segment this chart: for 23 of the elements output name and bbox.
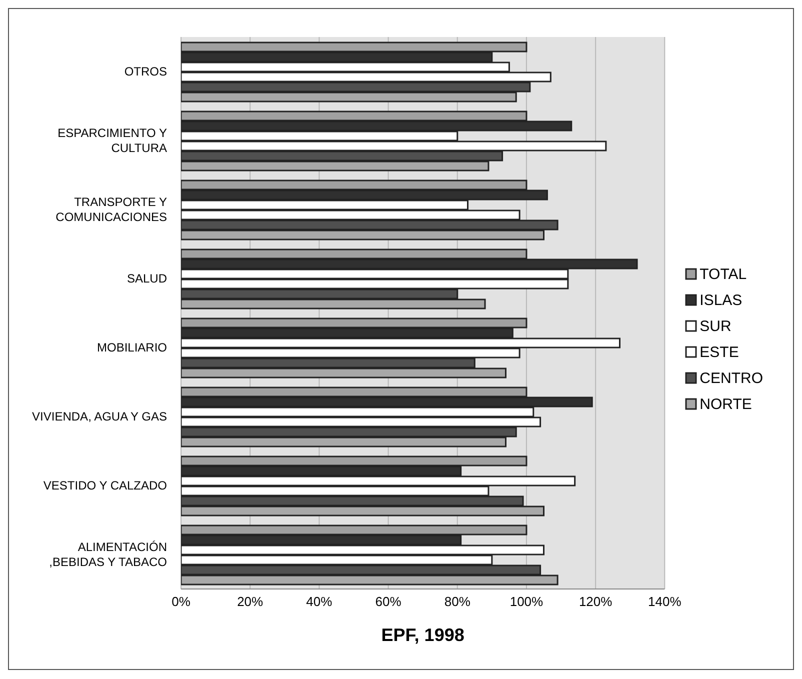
legend-label: CENTRO: [700, 370, 763, 386]
legend-label: ESTE: [700, 344, 739, 360]
y-tick-label: VESTIDO Y CALZADO: [43, 478, 167, 492]
x-axis-title: EPF, 1998: [381, 625, 464, 645]
y-tick-label: SALUD: [126, 272, 168, 286]
x-tick-label: 120%: [578, 594, 613, 610]
y-tick-label: ALIMENTACIÓN ,BEBIDAS Y TABACO: [49, 540, 167, 569]
x-tick-label: 80%: [444, 594, 471, 610]
x-tick-label: 140%: [648, 594, 682, 610]
legend-label: TOTAL: [700, 266, 747, 282]
x-tick-label: 60%: [375, 594, 402, 610]
legend-label: NORTE: [700, 396, 752, 412]
y-tick-label: ESPARCIMIENTO Y CULTURA: [58, 126, 167, 155]
x-tick-label: 0%: [172, 594, 191, 610]
legend-label: SUR: [700, 318, 732, 334]
y-tick-label: TRANSPORTE Y COMUNICACIONES: [56, 195, 167, 224]
x-tick-label: 20%: [237, 594, 264, 610]
legend-label: ISLAS: [700, 292, 742, 308]
y-tick-label: OTROS: [124, 64, 167, 78]
x-tick-label: 100%: [510, 594, 544, 610]
y-tick-label: MOBILIARIO: [96, 340, 167, 354]
x-tick-label: 40%: [306, 594, 333, 610]
y-tick-label: VIVIENDA, AGUA Y GAS: [32, 410, 167, 424]
